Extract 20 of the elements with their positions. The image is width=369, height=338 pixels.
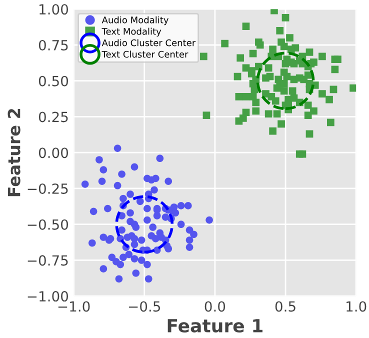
- y-tick-label: 1.00: [40, 4, 68, 15]
- y-tick-label: −1.00: [28, 291, 68, 302]
- y-tick-label: 0.25: [38, 112, 68, 122]
- legend-label: Text Modality: [102, 28, 162, 37]
- y-tick-label: 0.50: [38, 76, 68, 86]
- legend-label: Audio Cluster Center: [102, 39, 196, 46]
- y-tick-label: 0.00: [38, 148, 68, 158]
- x-axis-title: Feature 1: [168, 319, 262, 333]
- x-tick-label: 1.0: [346, 301, 366, 312]
- y-tick-label: −0.25: [28, 183, 68, 194]
- legend-label: Audio Modality: [102, 16, 169, 26]
- y-tick-label: −0.50: [28, 219, 68, 230]
- x-tick-label: −1.0: [58, 301, 90, 312]
- x-tick-label: −0.5: [128, 301, 160, 312]
- y-axis-title: Feature 2: [8, 109, 20, 196]
- x-tick-label: 0.5: [275, 301, 296, 312]
- y-tick-label: −0.75: [28, 255, 68, 266]
- legend-label: Text Cluster Center: [102, 50, 188, 58]
- x-tick-label: 0.0: [204, 301, 226, 312]
- y-tick-label: 0.75: [38, 40, 68, 50]
